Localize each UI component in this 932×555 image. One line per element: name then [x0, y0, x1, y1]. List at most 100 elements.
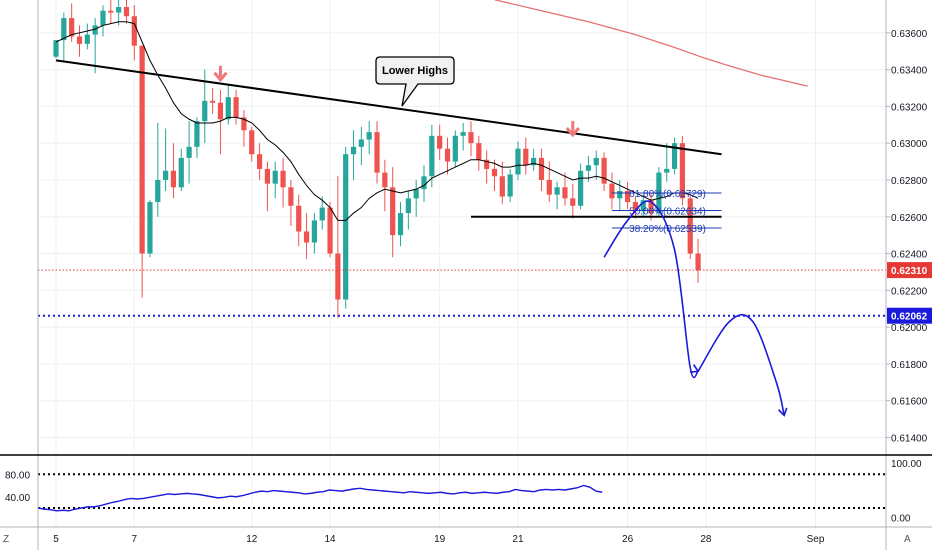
lower-highs-trendline[interactable]	[55, 59, 722, 156]
candle[interactable]	[538, 148, 545, 192]
candle[interactable]	[69, 3, 75, 42]
candle-body	[546, 179, 552, 195]
lower-highs-callout[interactable]: Lower Highs	[375, 56, 455, 107]
candle[interactable]	[327, 202, 333, 258]
candle[interactable]	[452, 130, 458, 168]
candle[interactable]	[624, 181, 631, 210]
candle[interactable]	[421, 165, 427, 203]
candle[interactable]	[397, 202, 404, 247]
candle[interactable]	[390, 167, 396, 258]
candle[interactable]	[61, 12, 67, 63]
zoom-toggle-z[interactable]: Z	[3, 534, 9, 545]
candle[interactable]	[76, 25, 83, 57]
candle[interactable]	[593, 150, 599, 180]
candle[interactable]	[499, 161, 505, 204]
rsi-line	[38, 484, 603, 512]
candle[interactable]	[170, 143, 177, 199]
candle[interactable]	[484, 150, 490, 184]
projection-path-1[interactable]	[603, 200, 699, 379]
main-plot[interactable]: 61.80%(0.62729) 50.00%(0.62634) 38.20%(0.6…	[38, 0, 886, 417]
candle[interactable]	[53, 40, 59, 59]
candle[interactable]	[241, 110, 247, 147]
candle-body	[648, 200, 654, 214]
candle[interactable]	[123, 0, 130, 24]
candle-body	[695, 253, 701, 271]
candle[interactable]	[350, 130, 357, 180]
candle[interactable]	[405, 191, 411, 230]
candle[interactable]	[460, 122, 466, 151]
candle[interactable]	[155, 122, 161, 217]
candle[interactable]	[507, 168, 513, 203]
candle[interactable]	[217, 89, 224, 155]
candle[interactable]	[601, 152, 607, 192]
candle[interactable]	[311, 213, 317, 254]
callout-box	[375, 56, 455, 107]
candle[interactable]	[335, 176, 341, 318]
candle[interactable]	[531, 148, 537, 171]
candle[interactable]	[288, 179, 294, 226]
candle[interactable]	[437, 124, 443, 160]
candle[interactable]	[429, 124, 435, 188]
candle[interactable]	[562, 172, 568, 206]
candle-body	[186, 146, 192, 158]
candle[interactable]	[664, 143, 670, 182]
candle[interactable]	[210, 87, 216, 114]
candle[interactable]	[578, 163, 584, 210]
candle[interactable]	[546, 161, 552, 203]
candle[interactable]	[139, 45, 145, 298]
candle[interactable]	[116, 0, 122, 26]
candle[interactable]	[640, 194, 646, 217]
candle[interactable]	[679, 135, 685, 206]
candle[interactable]	[194, 117, 200, 158]
candle[interactable]	[476, 135, 482, 171]
candle[interactable]	[280, 157, 286, 208]
candle[interactable]	[343, 146, 349, 309]
candle[interactable]	[413, 179, 419, 217]
candle[interactable]	[256, 143, 263, 180]
price-tick-label: 0.63000	[891, 139, 928, 150]
fib-level-label: 38.20%(0.62539)	[629, 224, 706, 235]
candle[interactable]	[147, 200, 153, 258]
candle[interactable]	[84, 23, 90, 50]
candle[interactable]	[491, 159, 498, 192]
candle[interactable]	[163, 128, 169, 192]
candle[interactable]	[296, 194, 302, 247]
candle[interactable]	[374, 121, 380, 184]
candle[interactable]	[303, 213, 310, 260]
candle[interactable]	[671, 137, 678, 175]
candle[interactable]	[100, 5, 106, 37]
candle[interactable]	[225, 84, 231, 125]
candle[interactable]	[523, 137, 529, 175]
candle[interactable]	[108, 0, 114, 24]
candle[interactable]	[264, 161, 271, 212]
candle[interactable]	[687, 194, 693, 260]
candle[interactable]	[233, 89, 239, 125]
price-tick-label: 0.63600	[891, 29, 928, 40]
candle[interactable]	[249, 126, 255, 162]
candle[interactable]	[585, 156, 592, 182]
candle[interactable]	[609, 172, 615, 210]
candle[interactable]	[92, 18, 98, 74]
candle-body	[358, 139, 364, 147]
candle[interactable]	[382, 159, 388, 212]
candle[interactable]	[319, 196, 325, 230]
candle[interactable]	[468, 121, 474, 157]
rsi-plot[interactable]	[38, 473, 886, 512]
candle[interactable]	[515, 141, 521, 180]
candle[interactable]	[186, 121, 192, 184]
candle[interactable]	[131, 5, 137, 61]
candle[interactable]	[554, 181, 560, 210]
candle-body	[538, 157, 545, 180]
candle[interactable]	[272, 161, 278, 199]
candle[interactable]	[444, 137, 451, 175]
projection-path-2[interactable]	[697, 313, 785, 416]
candle[interactable]	[366, 121, 372, 155]
candle[interactable]	[695, 238, 701, 283]
auto-scale-toggle-a[interactable]: A	[904, 534, 911, 545]
candle[interactable]	[632, 196, 639, 219]
candle[interactable]	[358, 126, 364, 166]
candle[interactable]	[570, 183, 576, 219]
candle[interactable]	[178, 148, 184, 192]
